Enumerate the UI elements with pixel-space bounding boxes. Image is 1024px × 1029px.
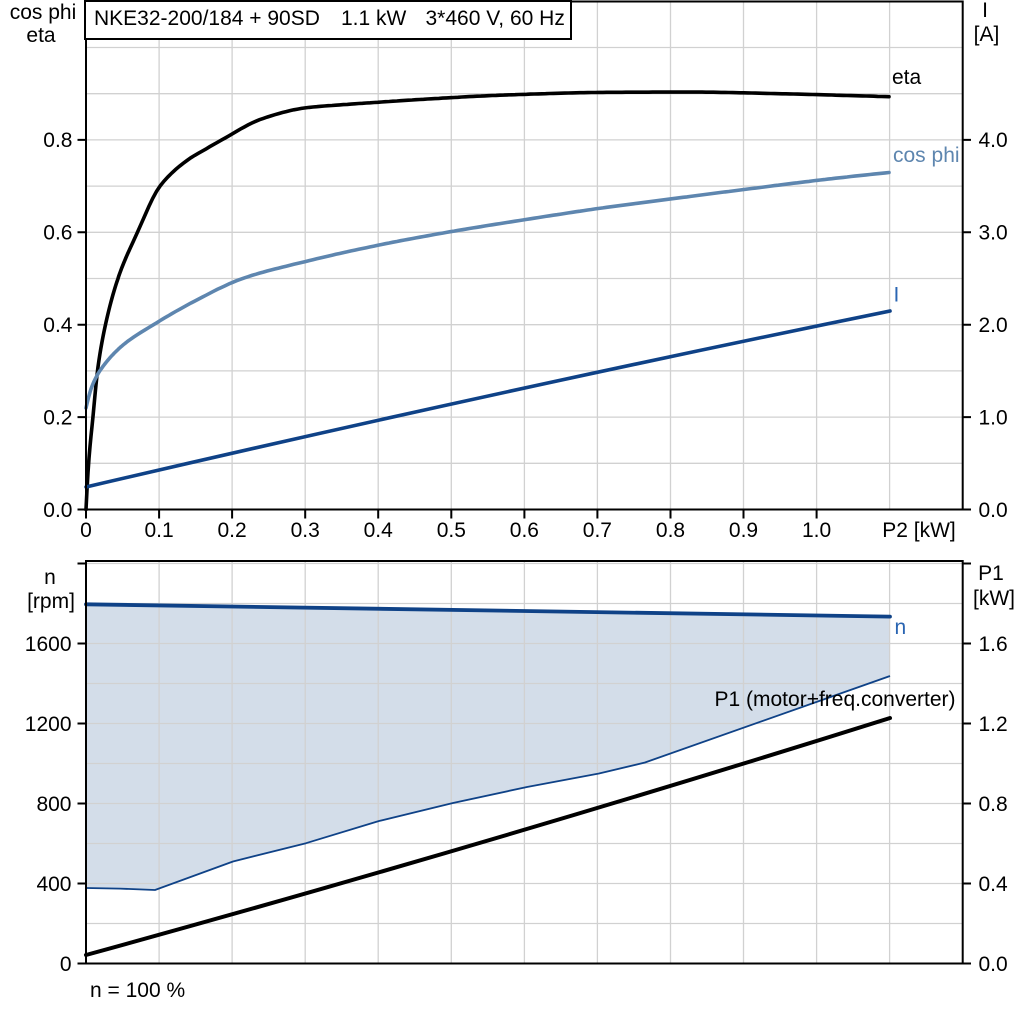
svg-text:0.8: 0.8 [43,129,72,152]
svg-text:NKE32-200/184 + 90SD: NKE32-200/184 + 90SD [94,7,320,30]
svg-text:400: 400 [36,873,71,896]
svg-text:0.2: 0.2 [43,406,72,429]
svg-text:n = 100 %: n = 100 % [90,979,185,1002]
svg-text:I: I [894,284,900,307]
svg-text:1.2: 1.2 [979,713,1008,736]
svg-text:0.3: 0.3 [291,519,320,542]
svg-text:0.4: 0.4 [979,873,1009,896]
svg-text:2.0: 2.0 [979,314,1008,337]
svg-text:1.1 kW: 1.1 kW [341,7,407,30]
svg-text:n: n [895,616,907,639]
svg-text:0.8: 0.8 [656,519,685,542]
svg-text:0.0: 0.0 [43,499,72,522]
svg-text:1.6: 1.6 [979,633,1008,656]
svg-text:[A]: [A] [974,23,1000,46]
svg-text:P2 [kW]: P2 [kW] [882,519,956,542]
svg-text:1.0: 1.0 [802,519,831,542]
svg-text:0: 0 [80,519,92,542]
svg-text:0: 0 [60,953,72,976]
svg-text:0.9: 0.9 [729,519,758,542]
svg-text:0.4: 0.4 [43,314,73,337]
svg-text:0.6: 0.6 [510,519,539,542]
svg-text:4.0: 4.0 [979,129,1008,152]
svg-text:0.0: 0.0 [979,499,1008,522]
svg-text:eta: eta [26,24,56,47]
svg-text:0.6: 0.6 [43,222,72,245]
svg-text:1200: 1200 [25,713,72,736]
svg-text:P1 (motor+freq.converter): P1 (motor+freq.converter) [715,688,956,711]
svg-text:0.1: 0.1 [144,519,173,542]
svg-text:0.8: 0.8 [979,793,1008,816]
svg-text:I: I [982,0,988,22]
svg-text:cos phi: cos phi [893,144,960,167]
svg-text:0.0: 0.0 [979,953,1008,976]
svg-text:[kW]: [kW] [973,587,1015,610]
svg-text:[rpm]: [rpm] [27,590,75,613]
svg-text:eta: eta [892,66,922,89]
svg-text:1.0: 1.0 [979,406,1008,429]
svg-text:1600: 1600 [25,633,72,656]
svg-text:0.4: 0.4 [364,519,394,542]
svg-text:3.0: 3.0 [979,222,1008,245]
svg-text:0.5: 0.5 [437,519,466,542]
svg-text:0.2: 0.2 [217,519,246,542]
svg-text:cos phi: cos phi [10,1,77,24]
svg-text:P1: P1 [978,562,1004,585]
svg-text:0.7: 0.7 [583,519,612,542]
svg-text:800: 800 [36,793,71,816]
svg-text:n: n [44,566,56,589]
svg-text:3*460 V, 60 Hz: 3*460 V, 60 Hz [426,7,565,30]
